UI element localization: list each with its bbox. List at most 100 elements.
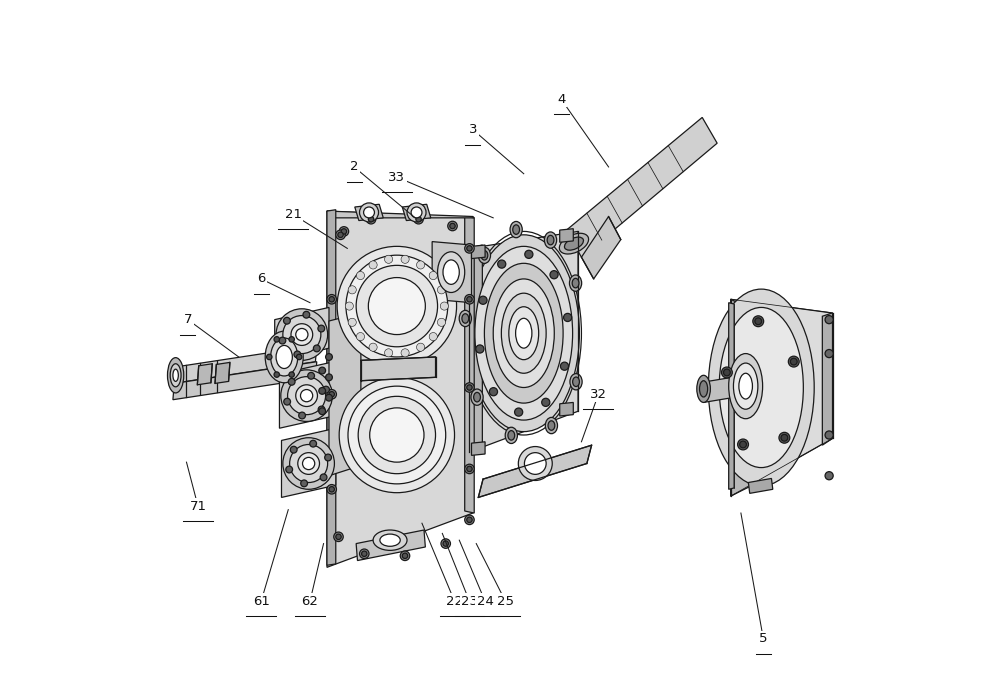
Ellipse shape: [547, 235, 554, 245]
Ellipse shape: [467, 517, 472, 522]
Ellipse shape: [326, 394, 332, 401]
Ellipse shape: [385, 349, 393, 357]
Ellipse shape: [825, 316, 833, 324]
Polygon shape: [173, 345, 317, 384]
Ellipse shape: [437, 318, 446, 326]
Text: 22: 22: [446, 595, 463, 608]
Ellipse shape: [489, 388, 498, 396]
Polygon shape: [197, 364, 212, 385]
Ellipse shape: [303, 458, 315, 470]
Polygon shape: [281, 428, 336, 498]
Polygon shape: [465, 216, 474, 513]
Ellipse shape: [719, 307, 803, 468]
Text: 6: 6: [257, 273, 265, 286]
Ellipse shape: [368, 277, 425, 335]
Ellipse shape: [465, 243, 474, 253]
Ellipse shape: [364, 207, 374, 218]
Ellipse shape: [329, 296, 334, 302]
Ellipse shape: [318, 406, 325, 413]
Ellipse shape: [465, 294, 474, 304]
Ellipse shape: [291, 324, 313, 345]
Polygon shape: [731, 299, 751, 496]
Ellipse shape: [448, 221, 457, 231]
Ellipse shape: [468, 235, 579, 432]
Ellipse shape: [360, 203, 379, 222]
Ellipse shape: [569, 275, 582, 291]
Ellipse shape: [356, 265, 438, 347]
Ellipse shape: [301, 480, 308, 487]
Ellipse shape: [779, 432, 790, 443]
Ellipse shape: [781, 435, 788, 441]
Ellipse shape: [400, 551, 410, 560]
Ellipse shape: [708, 289, 814, 486]
Ellipse shape: [560, 362, 569, 371]
Ellipse shape: [401, 255, 409, 263]
Ellipse shape: [296, 328, 308, 341]
Ellipse shape: [265, 331, 303, 383]
Ellipse shape: [319, 388, 326, 394]
Ellipse shape: [341, 228, 347, 234]
Polygon shape: [173, 362, 317, 400]
Text: 62: 62: [302, 595, 318, 608]
Polygon shape: [704, 375, 744, 403]
Ellipse shape: [450, 223, 455, 228]
Polygon shape: [402, 204, 431, 220]
Ellipse shape: [308, 373, 315, 379]
Ellipse shape: [755, 318, 762, 324]
Ellipse shape: [274, 337, 279, 342]
Ellipse shape: [564, 313, 572, 322]
Ellipse shape: [303, 311, 310, 318]
Ellipse shape: [339, 377, 455, 493]
Ellipse shape: [373, 530, 407, 550]
Ellipse shape: [790, 358, 797, 365]
Ellipse shape: [348, 386, 446, 484]
Ellipse shape: [281, 370, 332, 422]
Ellipse shape: [348, 318, 356, 326]
Text: 5: 5: [759, 632, 768, 645]
Ellipse shape: [385, 255, 393, 263]
Polygon shape: [581, 216, 621, 279]
Ellipse shape: [474, 392, 480, 402]
Ellipse shape: [545, 418, 558, 434]
Ellipse shape: [493, 279, 554, 388]
Ellipse shape: [346, 255, 448, 357]
Ellipse shape: [366, 214, 376, 224]
Text: 32: 32: [590, 388, 607, 401]
Ellipse shape: [559, 233, 589, 254]
Ellipse shape: [326, 354, 332, 360]
Ellipse shape: [550, 271, 558, 279]
Ellipse shape: [329, 487, 334, 492]
Ellipse shape: [471, 389, 483, 405]
Ellipse shape: [697, 375, 710, 403]
Text: 24: 24: [477, 595, 494, 608]
Ellipse shape: [443, 260, 459, 284]
Ellipse shape: [310, 440, 317, 447]
Ellipse shape: [440, 302, 448, 310]
Ellipse shape: [362, 551, 367, 556]
Ellipse shape: [320, 474, 327, 481]
Ellipse shape: [327, 390, 336, 399]
Ellipse shape: [296, 354, 302, 360]
Ellipse shape: [438, 252, 465, 292]
Ellipse shape: [407, 203, 426, 222]
Ellipse shape: [323, 386, 329, 393]
Ellipse shape: [345, 302, 353, 310]
Ellipse shape: [467, 296, 472, 302]
Ellipse shape: [368, 216, 374, 222]
Ellipse shape: [437, 286, 446, 294]
Ellipse shape: [516, 318, 532, 348]
Ellipse shape: [524, 453, 546, 475]
Ellipse shape: [313, 345, 320, 352]
Ellipse shape: [478, 247, 491, 263]
Ellipse shape: [338, 232, 343, 237]
Polygon shape: [432, 241, 471, 303]
Polygon shape: [478, 445, 592, 498]
Ellipse shape: [276, 345, 292, 369]
Ellipse shape: [700, 381, 708, 397]
Ellipse shape: [369, 261, 377, 269]
Ellipse shape: [508, 430, 515, 440]
Ellipse shape: [167, 358, 184, 393]
Ellipse shape: [564, 237, 583, 250]
Ellipse shape: [327, 294, 336, 304]
Ellipse shape: [416, 216, 421, 222]
